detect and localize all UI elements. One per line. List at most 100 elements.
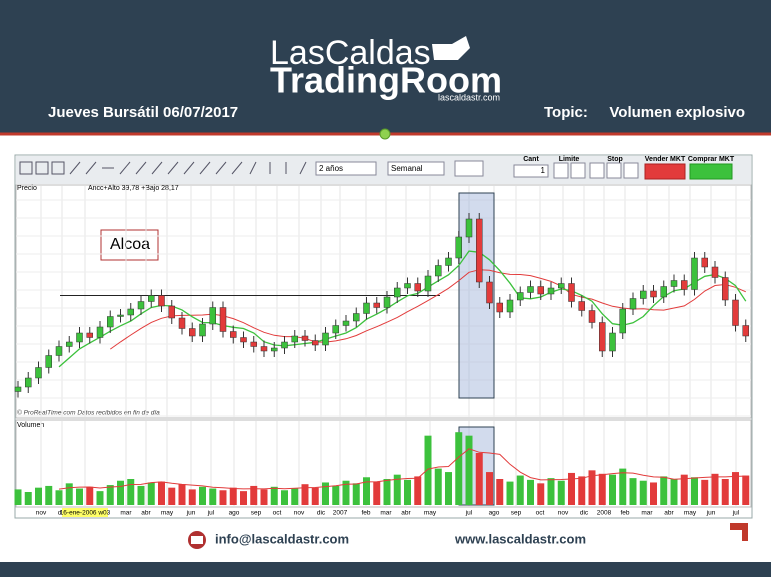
sell-label: Vender MKT — [645, 156, 686, 163]
volume-bar — [127, 479, 135, 505]
sell-button[interactable] — [644, 163, 686, 180]
period-select[interactable] — [315, 161, 377, 176]
volume-bar — [363, 477, 370, 505]
stop-cancel[interactable] — [623, 162, 639, 179]
volume-bar — [742, 475, 750, 505]
candle-body — [629, 298, 637, 310]
candle-body — [219, 307, 227, 332]
x-tick-label: jul — [465, 510, 473, 517]
period: 2 años — [319, 164, 343, 173]
volume-bar — [486, 472, 493, 505]
volume-bar — [629, 478, 637, 505]
x-tick-label: nov — [558, 510, 569, 517]
candle-body — [209, 307, 216, 325]
candle-body — [394, 287, 401, 298]
candle-body — [199, 323, 206, 337]
candle-body — [660, 286, 667, 298]
volume-bar — [219, 490, 227, 505]
x-tick-label: sep — [251, 510, 262, 517]
candle-body — [230, 331, 237, 338]
candle-body — [640, 290, 647, 299]
quantity-input[interactable] — [513, 164, 549, 178]
candle-body — [599, 322, 606, 352]
candle-body — [107, 316, 114, 328]
candle-body — [445, 257, 452, 266]
x-tick-label: abr — [141, 510, 151, 517]
candle-body — [722, 277, 729, 301]
volume-bar — [670, 479, 678, 505]
candle-body — [342, 320, 350, 326]
stop-buy[interactable] — [589, 162, 605, 179]
volume-bar — [270, 486, 278, 505]
candle-body — [363, 302, 370, 314]
date-highlight — [62, 508, 108, 517]
volume-bar — [424, 435, 432, 505]
interval-select[interactable] — [387, 161, 445, 176]
quantity-label: Cant — [523, 156, 539, 163]
candle-body — [45, 355, 52, 368]
candle-body — [137, 301, 145, 310]
email-envelope — [191, 536, 203, 544]
candle-body — [435, 265, 442, 277]
volume-bar — [322, 482, 329, 505]
footer-band — [0, 562, 771, 577]
volume-bar — [229, 487, 237, 505]
buy-button[interactable] — [689, 163, 733, 180]
limit-sell[interactable] — [570, 162, 586, 179]
moving-average-slow — [110, 269, 747, 350]
candle-body — [271, 347, 278, 352]
candle-body — [117, 314, 124, 317]
volume-bar — [137, 485, 145, 505]
volume-bar — [393, 474, 401, 505]
limit-buy[interactable] — [553, 162, 569, 179]
toolbar — [16, 156, 751, 184]
web[interactable]: www.lascaldastr.com — [454, 531, 586, 546]
candle-body — [55, 346, 63, 356]
candle-body — [353, 313, 360, 322]
volume-bar — [537, 483, 545, 505]
stop-sell[interactable] — [606, 162, 622, 179]
volume-bar — [609, 474, 616, 505]
candle-body — [506, 299, 514, 313]
volume-title: Volumen — [17, 422, 44, 429]
buy-label: Comprar MKT — [688, 156, 735, 163]
volume-bar — [65, 483, 73, 505]
candle-body — [681, 280, 688, 290]
candle-body — [189, 328, 196, 337]
volume-bar — [455, 432, 463, 505]
volume-bar — [291, 488, 299, 505]
candle-body — [742, 325, 749, 337]
volume-average — [58, 448, 746, 490]
volume-bar — [373, 481, 381, 505]
x-tick-label: sep — [511, 510, 522, 517]
candle-body — [558, 283, 565, 289]
candle-body — [240, 337, 247, 343]
x-tick-label: feb — [620, 510, 629, 517]
x-tick-label: mar — [120, 510, 132, 517]
candle-body — [291, 335, 298, 343]
x-tick-label: dic — [317, 510, 326, 517]
candle-body — [25, 377, 32, 388]
x-tick-label: may — [424, 510, 437, 517]
candle-body — [476, 218, 483, 283]
volume-bar — [598, 473, 606, 505]
volume-bar — [475, 453, 483, 505]
candle-body — [86, 332, 93, 338]
topic: Volumen explosivo — [609, 104, 745, 121]
candle-body — [537, 286, 544, 295]
x-tick-label: ago — [489, 510, 500, 517]
header-band — [0, 0, 771, 134]
volume-bar — [619, 468, 627, 505]
candle-body — [650, 290, 657, 298]
volume-bar — [404, 479, 411, 505]
candle-body — [496, 302, 503, 313]
indicator-button[interactable] — [454, 160, 484, 177]
x-tick-label: oct — [536, 510, 545, 517]
volume-bar — [639, 480, 647, 505]
x-tick-label: dic — [580, 510, 589, 517]
x-tick-label: nov — [294, 510, 305, 517]
email[interactable]: info@lascaldastr.com — [215, 531, 349, 546]
x-tick-label: jun — [186, 510, 196, 517]
candle-body — [517, 292, 524, 301]
